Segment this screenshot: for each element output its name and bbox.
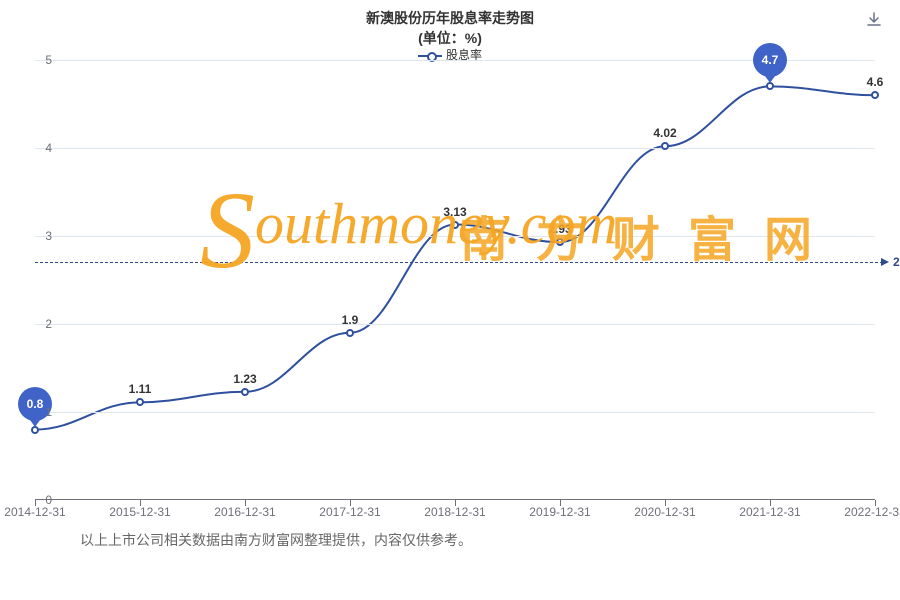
grid-line [35,412,875,413]
data-point[interactable] [241,388,249,396]
x-axis-label: 2014-12-31 [4,505,65,519]
grid-line [35,60,875,61]
highlight-bubble: 4.7 [753,43,787,77]
data-label: 4.6 [867,75,884,89]
grid-line [35,148,875,149]
data-point[interactable] [31,426,39,434]
x-axis-label: 2015-12-31 [109,505,170,519]
x-axis-label: 2021-12-31 [739,505,800,519]
download-icon[interactable] [866,12,882,28]
data-label: 4.02 [653,126,676,140]
data-label: 1.9 [342,313,359,327]
x-axis-label: 2017-12-31 [319,505,380,519]
plot-area: 0.81.111.231.93.132.934.024.74.6 [35,60,875,500]
reference-arrow-icon [881,258,889,266]
data-label: 1.11 [129,382,152,396]
data-point[interactable] [136,398,144,406]
data-point[interactable] [451,221,459,229]
x-axis-label: 2016-12-31 [214,505,275,519]
x-axis-label: 2018-12-31 [424,505,485,519]
x-axis-label: 2020-12-31 [634,505,695,519]
line-path [35,60,875,500]
grid-line [35,324,875,325]
y-axis-label: 3 [45,229,52,243]
footer-text: 以上上市公司相关数据由南方财富网整理提供，内容仅供参考。 [80,530,472,550]
data-point[interactable] [346,329,354,337]
data-point[interactable] [871,91,879,99]
chart-title: 新澳股份历年股息率走势图 (单位：%) [0,8,900,48]
data-point[interactable] [661,142,669,150]
x-axis-label: 2019-12-31 [529,505,590,519]
legend-marker-icon [418,55,442,57]
x-axis-label: 2022-12-31 [844,505,900,519]
data-label: 1.23 [233,372,256,386]
y-axis-label: 4 [45,141,52,155]
title-line-1: 新澳股份历年股息率走势图 [0,8,900,28]
watermark-cn: 南 方 财 富 网 [460,200,820,270]
y-axis-label: 5 [45,53,52,67]
y-axis-label: 2 [45,317,52,331]
y-axis-label: 1 [45,405,52,419]
reference-label: 2.71 [893,255,900,269]
data-point[interactable] [766,82,774,90]
